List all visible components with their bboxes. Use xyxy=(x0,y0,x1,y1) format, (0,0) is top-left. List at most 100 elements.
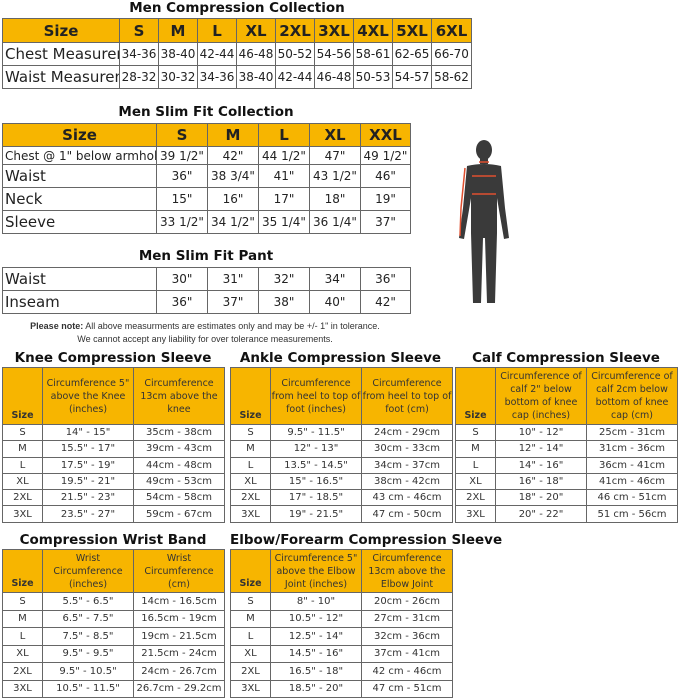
header-cell: XL xyxy=(236,18,276,43)
value-cell: 54cm - 58cm xyxy=(133,489,225,507)
table-row: L 14" - 16" 36cm - 41cm xyxy=(455,456,678,474)
row-label-cell: M xyxy=(230,440,271,458)
calf-title: Calf Compression Sleeve xyxy=(472,350,660,366)
table-row: Sleeve 33 1/2" 34 1/2" 35 1/4" 36 1/4" 37" xyxy=(2,210,411,234)
value-cell: 13.5" - 14.5" xyxy=(270,456,362,474)
row-label-cell: M xyxy=(455,440,496,458)
value-cell: 6.5" - 7.5" xyxy=(42,609,134,628)
value-cell: 47 cm - 51cm xyxy=(361,679,453,698)
table-row: S 8" - 10" 20cm - 26cm xyxy=(230,592,453,611)
table-row: 2XL 21.5" - 23" 54cm - 58cm xyxy=(2,489,225,507)
value-cell: 32cm - 36cm xyxy=(361,627,453,646)
table-row: XL 14.5" - 16" 37cm - 41cm xyxy=(230,644,453,663)
value-cell: 36" xyxy=(360,267,411,291)
header-row: Size Wrist Circumference (inches) Wrist Ci… xyxy=(2,549,225,593)
row-label-cell: S xyxy=(2,592,43,611)
table-row: XL 16" - 18" 41cm - 46cm xyxy=(455,472,678,491)
wrist-title: Compression Wrist Band xyxy=(19,532,207,548)
value-cell: 27cm - 31cm xyxy=(361,609,453,628)
value-cell: 21.5" - 23" xyxy=(42,489,134,507)
table-row: L 7.5" - 8.5" 19cm - 21.5cm xyxy=(2,627,225,646)
value-cell: 17" - 18.5" xyxy=(270,489,362,507)
value-cell: 32" xyxy=(258,267,310,291)
header-cell: Circumference 13cm above the Elbow Joint xyxy=(361,549,453,593)
value-cell: 20" - 22" xyxy=(495,505,587,523)
value-cell: 12" - 14" xyxy=(495,440,587,458)
table-row: L 17.5" - 19" 44cm - 48cm xyxy=(2,456,225,474)
value-cell: 41" xyxy=(258,164,310,188)
table-row: 3XL 20" - 22" 51 cm - 56cm xyxy=(455,505,678,523)
value-cell: 18" xyxy=(309,187,361,211)
header-cell: Size xyxy=(455,367,496,425)
value-cell: 47" xyxy=(309,146,361,165)
table-row: M 10.5" - 12" 27cm - 31cm xyxy=(230,609,453,628)
table-row: 3XL 23.5" - 27" 59cm - 67cm xyxy=(2,505,225,523)
header-cell: 2XL xyxy=(275,18,315,43)
header-cell: 5XL xyxy=(392,18,432,43)
body-silhouette-icon xyxy=(459,140,509,303)
value-cell: 15" xyxy=(156,187,208,211)
note-line-1: All above measurments are estimates only… xyxy=(83,321,380,331)
table-row: S 14" - 15" 35cm - 38cm xyxy=(2,423,225,442)
value-cell: 10.5" - 11.5" xyxy=(42,679,134,698)
table-row: M 6.5" - 7.5" 16.5cm - 19cm xyxy=(2,609,225,628)
value-cell: 50-52 xyxy=(275,42,315,66)
header-cell: S xyxy=(156,123,208,147)
value-cell: 31cm - 36cm xyxy=(586,440,678,458)
value-cell: 23.5" - 27" xyxy=(42,505,134,523)
value-cell: 42 cm - 46cm xyxy=(361,662,453,681)
header-row: Size Circumference of calf 2" below botto… xyxy=(455,367,678,425)
value-cell: 46 cm - 51cm xyxy=(586,489,678,507)
compression-title: Men Compression Collection xyxy=(129,0,345,16)
value-cell: 54-57 xyxy=(392,65,432,89)
value-cell: 30-32 xyxy=(158,65,198,89)
value-cell: 44 1/2" xyxy=(258,146,310,165)
value-cell: 66-70 xyxy=(431,42,472,66)
table-row: S 10" - 12" 25cm - 31cm xyxy=(455,423,678,442)
value-cell: 18" - 20" xyxy=(495,489,587,507)
value-cell: 37" xyxy=(360,210,411,234)
header-cell: Size xyxy=(2,123,157,147)
row-label-cell: Chest Measurement xyxy=(2,42,120,66)
table-row: 3XL 19" - 21.5" 47 cm - 50cm xyxy=(230,505,453,523)
value-cell: 58-62 xyxy=(431,65,472,89)
slimfit-size-table: Size S M L XL XXL Chest @ 1" below armhole 39 1… xyxy=(2,123,411,234)
value-cell: 24cm - 29cm xyxy=(361,423,453,442)
header-cell: S xyxy=(119,18,159,43)
header-cell: Wrist Circumference (inches) xyxy=(42,549,134,593)
value-cell: 16.5" - 18" xyxy=(270,662,362,681)
value-cell: 42" xyxy=(207,146,259,165)
row-label-cell: Waist xyxy=(2,267,157,291)
value-cell: 26.7cm - 29.2cm xyxy=(133,679,225,698)
value-cell: 39cm - 43cm xyxy=(133,440,225,458)
value-cell: 7.5" - 8.5" xyxy=(42,627,134,646)
header-row: Size S M L XL XXL xyxy=(2,123,411,147)
table-row: 2XL 16.5" - 18" 42 cm - 46cm xyxy=(230,662,453,681)
row-label-cell: XL xyxy=(2,472,43,491)
row-label-cell: S xyxy=(230,423,271,442)
value-cell: 47 cm - 50cm xyxy=(361,505,453,523)
row-label-cell: 3XL xyxy=(230,679,271,698)
value-cell: 50-53 xyxy=(353,65,393,89)
header-cell: Circumference 5" above the Knee (inches) xyxy=(42,367,134,425)
table-row: 2XL 9.5" - 10.5" 24cm - 26.7cm xyxy=(2,662,225,681)
value-cell: 38cm - 42cm xyxy=(361,472,453,491)
value-cell: 30" xyxy=(156,267,208,291)
value-cell: 41cm - 46cm xyxy=(586,472,678,491)
table-row: XL 19.5" - 21" 49cm - 53cm xyxy=(2,472,225,491)
value-cell: 36cm - 41cm xyxy=(586,456,678,474)
table-row: Chest Measurement34-3638-4042-4446-4850-… xyxy=(2,42,472,66)
row-label-cell: L xyxy=(455,456,496,474)
row-label-cell: S xyxy=(455,423,496,442)
row-label-cell: L xyxy=(2,456,43,474)
row-label-cell: L xyxy=(230,627,271,646)
slimfit-title: Men Slim Fit Collection xyxy=(118,104,294,120)
value-cell: 43 cm - 46cm xyxy=(361,489,453,507)
table-row: M 12" - 14" 31cm - 36cm xyxy=(455,440,678,458)
header-cell: Size xyxy=(2,549,43,593)
value-cell: 42-44 xyxy=(197,42,237,66)
header-cell: Circumference 5" above the Elbow Joint (… xyxy=(270,549,362,593)
value-cell: 15" - 16.5" xyxy=(270,472,362,491)
row-label-cell: M xyxy=(2,440,43,458)
